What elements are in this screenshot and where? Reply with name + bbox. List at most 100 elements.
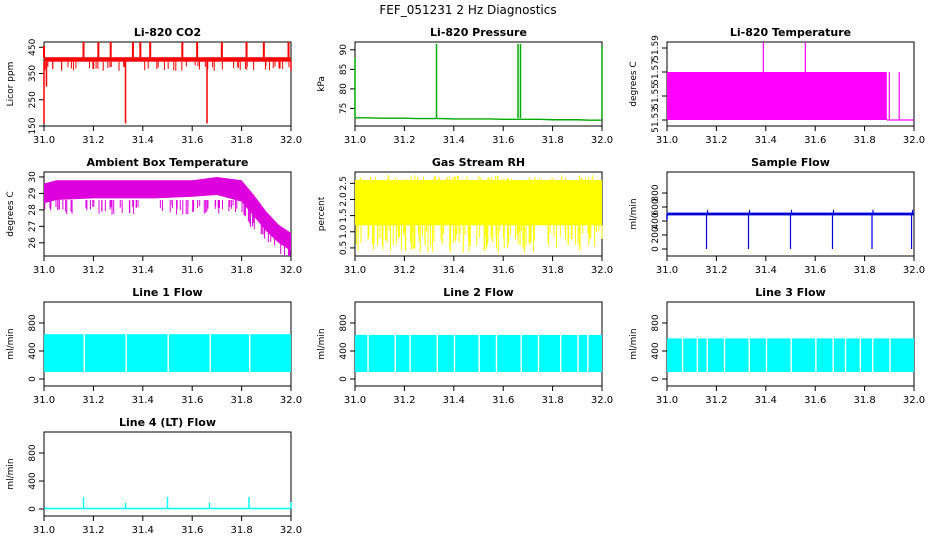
x-tick-label: 32.0 (280, 395, 302, 406)
chart-rh: Gas Stream RH percent 31.0 31.2 31.4 31.6 31.8… (317, 156, 613, 276)
x-tick-label: 31.4 (755, 135, 777, 146)
chart-line2: Line 2 Flow ml/min 31.0 31.2 31.4 31.6 31.8 32.… (317, 286, 613, 406)
x-tick-label: 31.0 (656, 395, 678, 406)
x-tick-label: 31.6 (492, 395, 514, 406)
y-tick-label: 800 (651, 314, 661, 331)
y-axis-label: kPa (317, 76, 327, 92)
x-tick-label: 32.0 (280, 265, 302, 276)
chart-title: Sample Flow (751, 156, 830, 169)
chart-co2: Li-820 CO2 Licor ppm 31.0 31.2 31.4 31.6 31.8 3… (6, 26, 302, 146)
y-tick-label: 400 (651, 342, 661, 359)
line2-gap (520, 333, 522, 373)
x-tick-label: 32.0 (591, 265, 613, 276)
x-tick-label: 31.2 (393, 265, 415, 276)
y-tick-label: 400 (28, 342, 38, 359)
x-tick-label: 31.0 (33, 265, 55, 276)
y-tick-label: 0 (651, 246, 661, 252)
line3-gap (889, 337, 891, 373)
line1-gap (209, 333, 211, 373)
y-axis-label: degrees C (6, 191, 16, 236)
x-tick-label: 32.0 (903, 395, 925, 406)
x-tick-label: 31.0 (344, 265, 366, 276)
x-tick-label: 31.0 (344, 395, 366, 406)
x-tick-label: 31.4 (443, 395, 465, 406)
chart-line1: Line 1 Flow ml/min 31.0 31.2 31.4 31.6 31.8 32.… (6, 286, 302, 406)
y-tick-label: 2.0 (339, 192, 349, 207)
x-tick-label: 31.0 (33, 135, 55, 146)
x-tick-label: 31.0 (33, 525, 55, 536)
y-tick-label: 51.59 (651, 35, 661, 61)
x-tick-label: 31.6 (804, 265, 826, 276)
y-axis-label: ml/min (629, 198, 639, 229)
y-axis-label: ml/min (6, 328, 16, 359)
x-tick-label: 31.4 (755, 395, 777, 406)
x-tick-label: 31.2 (393, 395, 415, 406)
y-tick-label: 27 (28, 221, 38, 232)
line3-gap (815, 337, 817, 373)
x-tick-label: 31.2 (393, 135, 415, 146)
x-tick-label: 31.4 (443, 265, 465, 276)
x-tick-label: 31.8 (230, 525, 252, 536)
plot-frame (43, 431, 292, 517)
y-tick-label: 800 (28, 314, 38, 331)
x-tick-label: 31.6 (804, 135, 826, 146)
y-tick-label: 800 (651, 184, 661, 201)
x-tick-label: 31.4 (443, 135, 465, 146)
line2-gap (453, 333, 456, 373)
y-tick-label: 350 (28, 65, 38, 82)
chart-title: Line 4 (LT) Flow (119, 416, 216, 429)
x-tick-label: 31.4 (755, 265, 777, 276)
y-axis-label: Licor ppm (6, 62, 16, 107)
ambient-envelope (44, 176, 291, 252)
y-tick-label: 0 (339, 376, 349, 382)
y-tick-label: 26 (28, 237, 38, 249)
line2-gap (587, 333, 589, 373)
chart-title: Line 3 Flow (755, 286, 825, 299)
line3-gap (765, 337, 768, 373)
line1-gap (125, 333, 127, 373)
pressure-series (355, 117, 602, 121)
chart-sample: Sample Flow ml/min 31.0 31.2 31.4 31.6 31.8 32.… (629, 156, 925, 276)
line3-gap (844, 337, 847, 373)
y-tick-label: 90 (339, 44, 349, 56)
line1-gap (83, 333, 85, 373)
x-tick-label: 31.8 (853, 395, 875, 406)
x-tick-label: 31.0 (33, 395, 55, 406)
x-tick-label: 31.2 (705, 395, 727, 406)
x-tick-label: 31.8 (230, 395, 252, 406)
y-tick-label: 200 (651, 226, 661, 243)
y-tick-label: 51.57 (651, 59, 661, 85)
chart-title: Gas Stream RH (432, 156, 525, 169)
line3-gap (859, 337, 862, 373)
line3-gap (832, 337, 834, 373)
chart-title: Line 2 Flow (443, 286, 513, 299)
chart-line3: Line 3 Flow ml/min 31.0 31.2 31.4 31.6 31.8 32.… (629, 286, 925, 406)
x-tick-label: 32.0 (280, 525, 302, 536)
x-tick-label: 31.2 (705, 265, 727, 276)
x-tick-label: 31.2 (82, 265, 104, 276)
line3-gap (872, 337, 874, 373)
y-tick-label: 1.0 (339, 224, 349, 239)
x-tick-label: 31.8 (230, 265, 252, 276)
x-tick-label: 32.0 (903, 135, 925, 146)
line3-gap (681, 337, 684, 373)
plot-frame (43, 41, 292, 127)
x-tick-label: 31.6 (181, 395, 203, 406)
x-tick-label: 31.8 (853, 265, 875, 276)
y-tick-label: 29 (28, 187, 38, 199)
x-tick-label: 31.8 (541, 395, 563, 406)
line3-gap (706, 337, 708, 373)
y-tick-label: 450 (28, 38, 38, 55)
x-tick-label: 31.6 (492, 135, 514, 146)
line2-gap (394, 333, 396, 373)
figure-title: FEF_051231 2 Hz Diagnostics (379, 3, 557, 17)
y-tick-label: 400 (28, 472, 38, 489)
x-tick-label: 31.0 (656, 265, 678, 276)
plot-frame (354, 41, 603, 127)
x-tick-label: 31.8 (853, 135, 875, 146)
x-tick-label: 31.2 (705, 135, 727, 146)
line2-gap (495, 333, 498, 373)
y-tick-label: 85 (339, 64, 349, 75)
temperature-band (667, 72, 887, 120)
